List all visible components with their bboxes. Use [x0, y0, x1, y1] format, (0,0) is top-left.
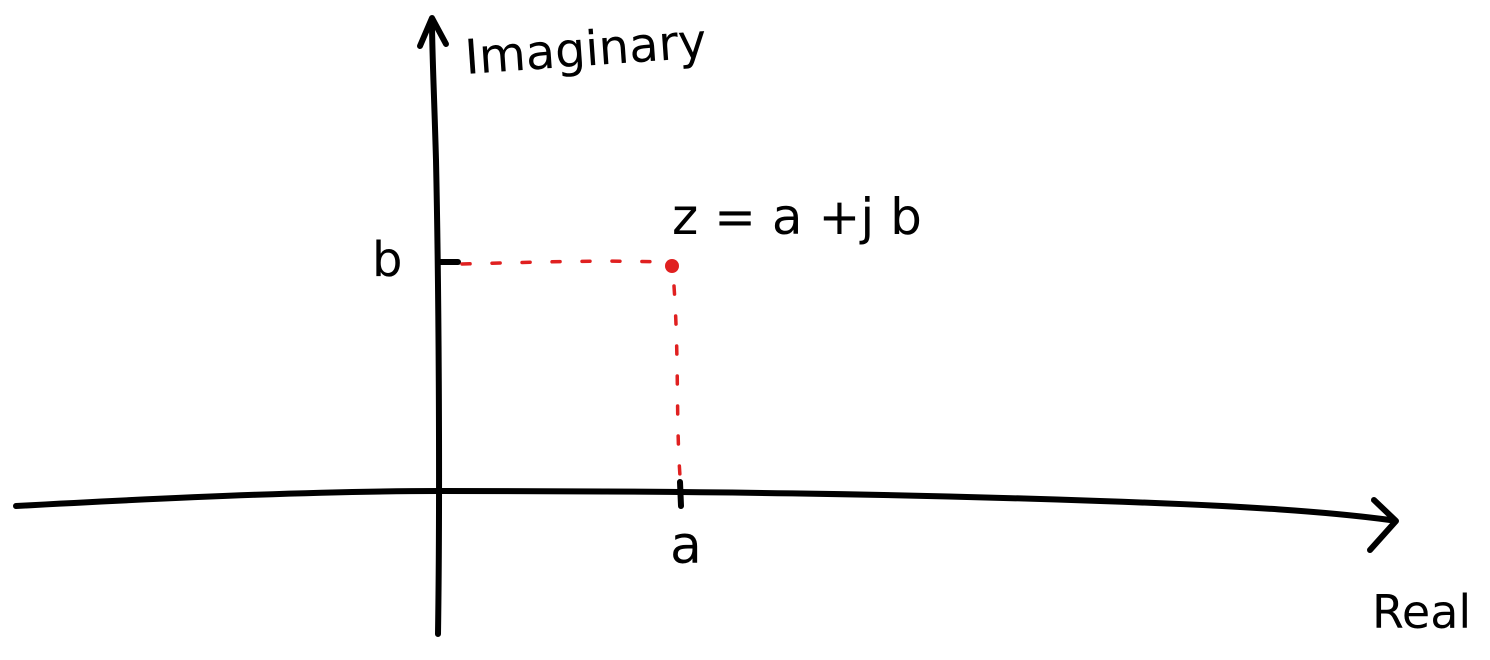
y-axis-label: Imaginary: [463, 13, 708, 86]
point-label: z = a +j b: [672, 188, 922, 246]
real-tick-label: a: [670, 516, 702, 576]
x-axis-label: Real: [1372, 585, 1471, 639]
real-axis: [13, 488, 1393, 523]
imag-tick-label: b: [372, 232, 402, 288]
real-axis-arrowhead: [1367, 497, 1399, 553]
imaginary-axis: [429, 19, 443, 637]
vertical-projection-guide: [672, 284, 682, 478]
imaginary-axis-arrowhead: [417, 15, 449, 49]
horizontal-projection-guide: [460, 259, 666, 266]
real-tick: [677, 479, 684, 509]
complex-point: [665, 259, 679, 273]
